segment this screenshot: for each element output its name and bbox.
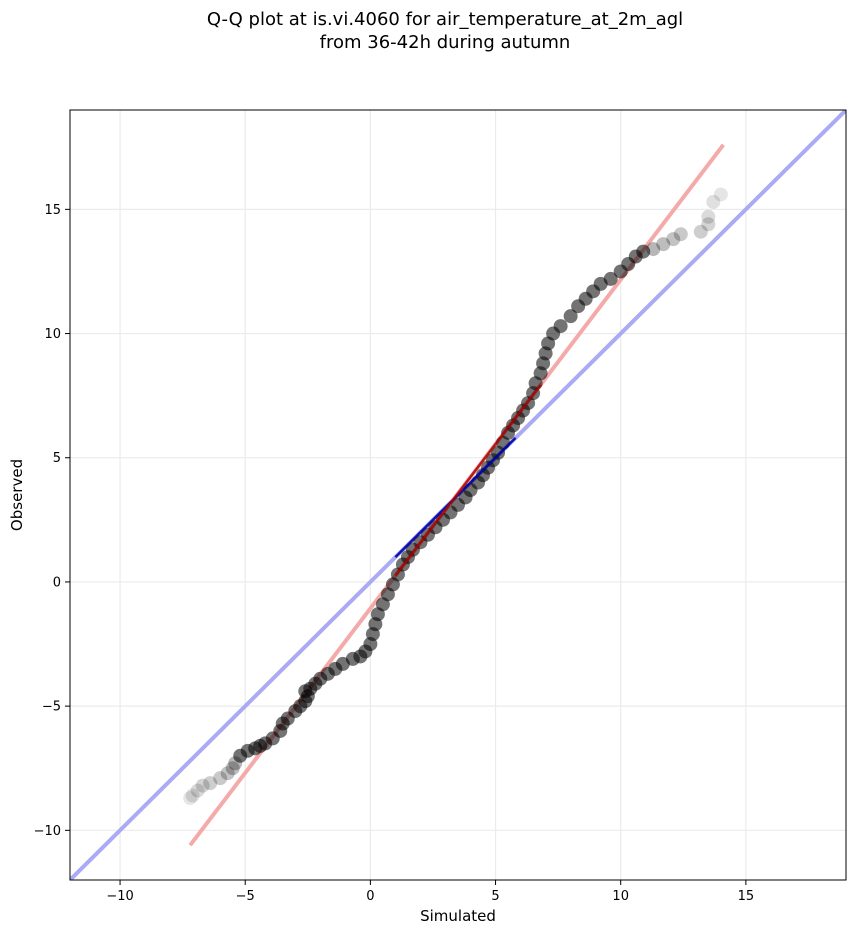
x-tick-label: −5 xyxy=(236,889,255,904)
y-axis-label: Observed xyxy=(8,459,26,531)
grid xyxy=(70,110,846,880)
data-point xyxy=(203,776,218,791)
data-point xyxy=(225,761,240,776)
data-point xyxy=(190,783,205,798)
y-axis-ticks: −10 −5 0 5 10 15 xyxy=(34,203,70,839)
x-tick-label: 5 xyxy=(491,889,499,904)
y-tick-label: −10 xyxy=(34,824,61,839)
x-tick-label: 15 xyxy=(738,889,755,904)
data-point xyxy=(553,319,568,334)
data-point xyxy=(195,778,210,793)
data-point xyxy=(666,232,681,247)
y-tick-label: 0 xyxy=(53,575,61,590)
chart-title-line-2: from 36-42h during autumn xyxy=(320,32,571,53)
y-tick-label: 15 xyxy=(44,203,61,218)
data-point xyxy=(220,766,235,781)
data-point xyxy=(213,771,228,786)
x-tick-label: −10 xyxy=(106,889,133,904)
data-point xyxy=(706,194,721,209)
data-point xyxy=(646,242,661,257)
chart-title-line-1: Q-Q plot at is.vi.4060 for air_temperatu… xyxy=(207,9,683,30)
y-tick-label: 10 xyxy=(44,327,61,342)
data-point xyxy=(701,209,716,224)
data-point xyxy=(693,224,708,239)
plot-frame xyxy=(69,109,847,881)
scatter-points xyxy=(183,187,728,806)
x-axis-label: Simulated xyxy=(420,907,496,925)
data-point xyxy=(636,244,651,259)
fit-line-central xyxy=(394,384,542,577)
y-tick-label: −5 xyxy=(42,700,61,715)
data-point xyxy=(673,227,688,242)
data-point xyxy=(603,271,618,286)
data-point xyxy=(701,217,716,232)
data-point xyxy=(713,187,728,202)
data-point xyxy=(185,788,200,803)
data-point xyxy=(656,237,671,252)
y-tick-label: 5 xyxy=(53,451,61,466)
x-tick-label: 10 xyxy=(612,889,629,904)
data-point xyxy=(183,791,198,806)
data-point xyxy=(563,309,578,324)
x-axis-ticks: −10 −5 0 5 10 15 xyxy=(106,880,754,904)
x-tick-label: 0 xyxy=(366,889,374,904)
central-segments xyxy=(394,384,542,577)
